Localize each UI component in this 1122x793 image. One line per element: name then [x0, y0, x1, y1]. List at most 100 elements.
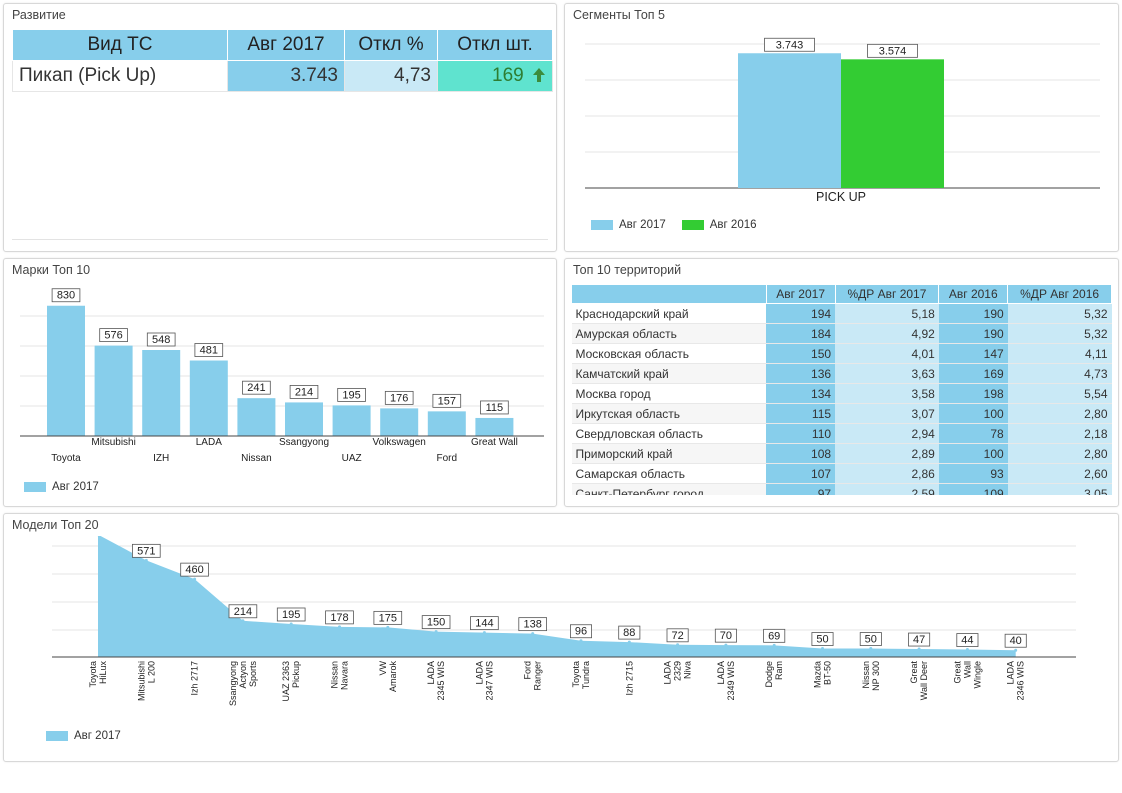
- model-point: [1014, 648, 1018, 652]
- brand-data-label-text: 830: [57, 290, 75, 302]
- legend-label-2017[interactable]: Авг 2017: [619, 219, 666, 231]
- header-deviation-units[interactable]: Откл шт.: [437, 29, 553, 61]
- model-data-label-box: [470, 616, 499, 631]
- brand-bar: [94, 345, 133, 436]
- header-territory[interactable]: [571, 284, 767, 304]
- territory-row[interactable]: Краснодарский край 194 5,18 190 5,32: [571, 303, 1112, 324]
- model-data-label-text: 50: [816, 634, 828, 646]
- territories-table: Авг 2017 %ДР Авг 2017 Авг 2016 %ДР Авг 2…: [571, 284, 1112, 495]
- territory-name-cell: Московская область: [571, 343, 767, 364]
- model-tick-label: Izh 2715: [624, 661, 634, 696]
- brand-data-label-text: 548: [152, 334, 170, 346]
- territories-table-wrap[interactable]: Авг 2017 %ДР Авг 2017 Авг 2016 %ДР Авг 2…: [571, 284, 1112, 495]
- model-tick-line: Wall Deer: [919, 661, 929, 700]
- header-vehicle-type[interactable]: Вид ТС: [12, 29, 228, 61]
- territory-row[interactable]: Камчатский край 136 3,63 169 4,73: [571, 363, 1112, 384]
- model-data-label-box: [325, 610, 354, 625]
- model-data-label: 44: [956, 633, 979, 647]
- aug2016-cell: 190: [938, 303, 1008, 324]
- model-data-label-text: 69: [768, 630, 780, 642]
- model-data-label-box: [228, 604, 258, 619]
- brand-data-label-text: 176: [390, 392, 408, 404]
- model-tick-label: UAZ 2363 Pickup: [281, 661, 301, 702]
- share-aug2016-cell: 5,54: [1007, 383, 1112, 404]
- models-area-series: [98, 536, 1016, 657]
- model-point: [434, 630, 438, 634]
- header-aug-2017[interactable]: Авг 2017: [227, 29, 345, 61]
- brand-data-label-text: 241: [247, 382, 265, 394]
- model-data-label-text: 88: [623, 627, 635, 639]
- model-point: [772, 643, 776, 647]
- model-data-label: 460: [180, 562, 209, 577]
- model-tick-line: Wingle: [972, 661, 982, 689]
- aug2017-cell: 134: [766, 383, 836, 404]
- model-point: [531, 632, 535, 636]
- model-tick-line: Izh 2715: [624, 661, 634, 696]
- model-tick-line: Mitsubishi: [136, 661, 146, 701]
- header-share-aug2016[interactable]: %ДР Авг 2016: [1007, 284, 1112, 304]
- territory-row[interactable]: Московская область 150 4,01 147 4,11: [571, 343, 1112, 364]
- legend-label-2016[interactable]: Авг 2016: [709, 219, 757, 231]
- territory-row[interactable]: Санкт-Петербург город 97 2,59 109 3,05: [571, 483, 1112, 495]
- model-tick-line: Navara: [340, 661, 350, 690]
- development-data-row[interactable]: Пикап (Pick Up) 3.743 4,73 169: [12, 60, 553, 92]
- model-tick-line: 2347 WIS: [484, 661, 494, 701]
- aug2017-cell: 194: [766, 303, 836, 324]
- model-tick-line: L 200: [146, 661, 156, 683]
- model-point: [241, 619, 245, 623]
- header-deviation-pct[interactable]: Откл %: [344, 29, 438, 61]
- legend-swatch-brands: [24, 482, 46, 492]
- model-point: [193, 577, 197, 581]
- brand-bar: [285, 402, 323, 436]
- model-tick-line: Tundra: [581, 661, 591, 689]
- model-tick-line: Ssangyong: [228, 661, 238, 706]
- header-share-aug2017[interactable]: %ДР Авг 2017: [834, 284, 940, 304]
- model-point: [386, 625, 390, 629]
- model-data-label-box: [570, 624, 593, 639]
- share-aug2016-cell: 2,60: [1007, 463, 1112, 484]
- territory-name-cell: Краснодарский край: [571, 303, 767, 324]
- legend-label-brands[interactable]: Авг 2017: [52, 481, 99, 493]
- territory-row[interactable]: Приморский край 108 2,89 100 2,80: [571, 443, 1112, 464]
- model-tick-line: Mazda: [813, 661, 823, 688]
- header-aug2016[interactable]: Авг 2016: [938, 284, 1009, 304]
- share-aug2017-cell: 4,92: [835, 323, 939, 344]
- share-aug2017-cell: 4,01: [835, 343, 939, 364]
- brand-bar: [475, 417, 514, 436]
- share-aug2017-cell: 2,94: [835, 423, 939, 444]
- share-aug2016-cell: 5,32: [1007, 323, 1112, 344]
- model-data-label: 47: [908, 632, 931, 647]
- brand-tick-label: Ford: [437, 453, 458, 464]
- models-panel: Модели Топ 20 723ToyotaHiLux571Mitsubish…: [3, 513, 1119, 762]
- header-aug2017[interactable]: Авг 2017: [765, 284, 836, 304]
- model-tick-label: Nissan Navara: [330, 661, 350, 690]
- aug2016-cell: 93: [938, 463, 1008, 484]
- model-data-label-text: 460: [185, 564, 203, 576]
- model-tick-line: Nissan: [861, 661, 871, 689]
- model-tick-label: Izh 2717: [190, 661, 200, 696]
- model-point: [869, 647, 873, 651]
- brand-data-label-box: [51, 288, 81, 303]
- model-data-label-text: 571: [137, 545, 155, 557]
- model-data-label: 138: [518, 617, 547, 632]
- territory-name-cell: Иркутская область: [571, 403, 767, 424]
- model-tick-line: Toyota: [88, 661, 98, 688]
- model-tick-line: VW: [378, 660, 388, 675]
- brands-chart: 830 Toyota 576 Mitsubishi 548 IZH 481 LADA 241 Ni…: [20, 288, 544, 464]
- brand-data-label-text: 481: [200, 345, 218, 357]
- brands-panel: Марки Топ 10 830 Toyota 576 Mitsubishi 548 IZ…: [3, 258, 557, 507]
- territory-row[interactable]: Москва город 134 3,58 198 5,54: [571, 383, 1112, 404]
- brand-data-label-box: [384, 390, 414, 405]
- territory-row[interactable]: Самарская область 107 2,86 93 2,60: [571, 463, 1112, 484]
- model-data-label-text: 138: [524, 619, 542, 631]
- model-data-label: 70: [714, 628, 737, 643]
- brand-bar: [427, 411, 466, 436]
- legend-label-models[interactable]: Авг 2017: [74, 730, 121, 742]
- model-tick-line: LADA: [474, 661, 484, 685]
- territory-row[interactable]: Иркутская область 115 3,07 100 2,80: [571, 403, 1112, 424]
- model-point: [144, 558, 148, 562]
- model-tick-line: Ford: [523, 661, 533, 680]
- territory-row[interactable]: Амурская область 184 4,92 190 5,32: [571, 323, 1112, 344]
- territory-row[interactable]: Свердловская область 110 2,94 78 2,18: [571, 423, 1112, 444]
- model-tick-line: Ram: [774, 661, 784, 680]
